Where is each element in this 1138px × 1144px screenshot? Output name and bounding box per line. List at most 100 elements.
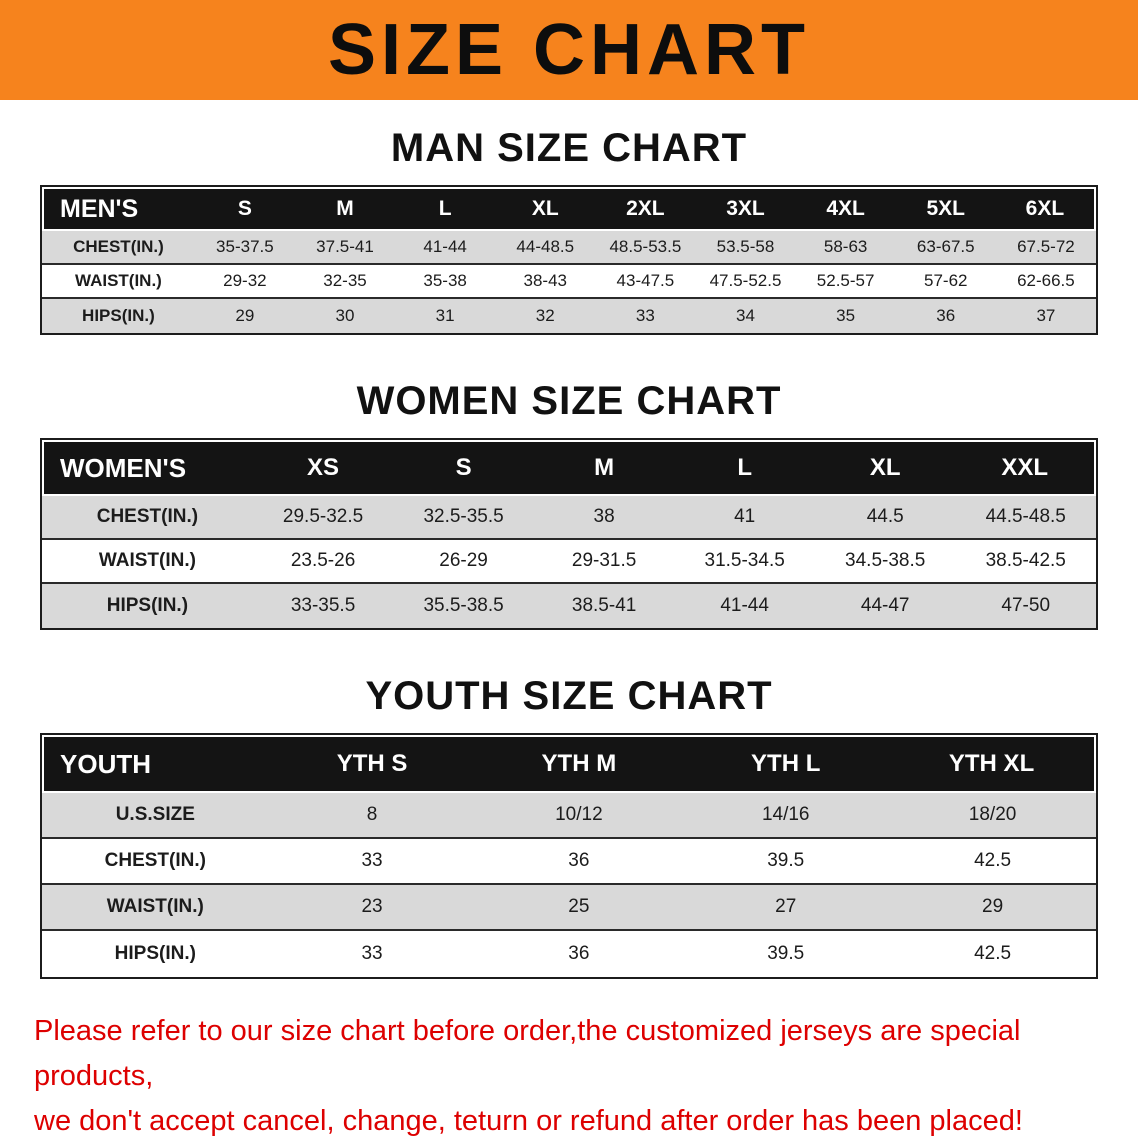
banner: SIZE CHART [0,0,1138,100]
row-label-cell: HIPS(IN.) [114,943,196,964]
size-value-cell: 33 [268,839,476,885]
men-section-heading: MAN SIZE CHART [390,126,748,170]
youth-section-heading: YOUTH SIZE CHART [365,674,773,718]
footer-line-2: we don't accept cancel, change, teturn o… [34,1104,1023,1137]
size-header-cell: XS [252,440,394,496]
table-row: CHEST(IN.) 29.5-32.5 32.5-35.5 38 41 44.5 44.5… [42,496,1096,540]
footer-note: Please refer to our size chart before or… [34,1009,1104,1144]
size-header-cell: XL [814,440,956,496]
table-title-cell: MEN'S [42,187,195,231]
size-value-cell: 57-62 [895,265,996,299]
size-value-cell: 47.5-52.5 [695,265,796,299]
size-value-cell: 35.5-38.5 [423,595,504,616]
youth-size-table: YOUTH YTH S YTH M YTH L YTH XL U.S.SIZE 8 10/12… [40,733,1098,979]
size-header-cell: M [533,440,675,496]
size-value-cell: 29 [235,306,255,325]
size-header-cell: 6XL [995,187,1096,231]
size-value-cell: 38 [533,496,675,540]
size-header-cell: 3XL [695,187,796,231]
size-value-cell: 25 [475,885,683,931]
size-value-cell: 32 [535,306,555,325]
size-header-cell: YTH XL [889,735,1096,793]
size-value-cell: 44-47 [860,595,910,616]
size-value-cell: 42.5 [974,943,1012,964]
size-value-cell: 10/12 [475,793,683,839]
table-title-cell: WOMEN'S [42,440,253,496]
size-value-cell: 38-43 [495,265,596,299]
size-value-cell: 33-35.5 [290,595,356,616]
size-value-cell: 8 [268,793,476,839]
size-value-cell: 41-44 [720,595,769,616]
size-value-cell: 41-44 [395,231,496,265]
table-header-row: WOMEN'S XS S M L XL XXL [42,440,1096,496]
table-row: HIPS(IN.) 33 36 39.5 42.5 [42,931,1096,977]
table-body: U.S.SIZE 8 10/12 14/16 18/20 CHEST(IN.) 33 36 39… [42,793,1096,977]
size-value-cell: 41 [674,496,815,540]
size-value-cell: 30 [335,306,355,325]
table-title-cell: YOUTH [42,735,269,793]
size-value-cell: 36 [475,839,683,885]
size-header-cell: 2XL [595,187,696,231]
size-header-cell: 5XL [895,187,996,231]
row-label-cell: WAIST(IN.) [42,540,253,584]
size-value-cell: 44.5-48.5 [955,496,1096,540]
size-header-cell: XXL [955,440,1096,496]
size-value-cell: 31.5-34.5 [674,540,815,584]
size-header-cell: L [395,187,496,231]
table-row: HIPS(IN.) 29 30 31 32 33 34 35 36 37 [42,299,1096,333]
size-value-cell: 48.5-53.5 [595,231,696,265]
row-label-cell: CHEST(IN.) [42,231,195,265]
size-value-cell: 38.5-42.5 [955,540,1096,584]
women-size-table: WOMEN'S XS S M L XL XXL CHEST(IN.) 29.5-32.5 32.5… [40,438,1098,630]
size-value-cell: 31 [435,306,455,325]
size-value-cell: 44-48.5 [495,231,596,265]
table-header-row: MEN'S S M L XL 2XL 3XL 4XL 5XL 6XL [42,187,1096,231]
row-label-cell: HIPS(IN.) [82,306,155,325]
table-header: MEN'S S M L XL 2XL 3XL 4XL 5XL 6XL [42,187,1096,231]
size-header-cell: XL [495,187,596,231]
size-value-cell: 35-38 [395,265,496,299]
size-value-cell: 37.5-41 [294,231,396,265]
size-value-cell: 36 [936,306,956,325]
table-row: CHEST(IN.) 33 36 39.5 42.5 [42,839,1096,885]
row-label-cell: CHEST(IN.) [42,839,269,885]
youth-size-section: YOUTH SIZE CHART YOUTH YTH S YTH M YTH L YTH… [0,674,1138,979]
size-value-cell: 29-32 [194,265,295,299]
row-label-cell: CHEST(IN.) [42,496,253,540]
size-value-cell: 62-66.5 [995,265,1096,299]
size-value-cell: 26-29 [393,540,534,584]
size-value-cell: 43-47.5 [595,265,696,299]
row-label-cell: HIPS(IN.) [106,595,189,616]
size-value-cell: 58-63 [795,231,896,265]
row-label-cell: WAIST(IN.) [42,885,269,931]
size-value-cell: 14/16 [682,793,890,839]
women-section-heading: WOMEN SIZE CHART [356,379,782,423]
size-header-cell: S [393,440,534,496]
size-value-cell: 35-37.5 [194,231,295,265]
size-value-cell: 47-50 [1001,595,1051,616]
footer-line-1: Please refer to our size chart before or… [34,1015,1021,1092]
size-value-cell: 39.5 [682,839,890,885]
size-value-cell: 32-35 [294,265,396,299]
table-row: WAIST(IN.) 23.5-26 26-29 29-31.5 31.5-34.5 34… [42,540,1096,584]
size-header-cell: YTH L [682,735,890,793]
men-size-table: MEN'S S M L XL 2XL 3XL 4XL 5XL 6XL CHEST(IN.) 35-37… [40,185,1098,335]
table-header: YOUTH YTH S YTH M YTH L YTH XL [42,735,1096,793]
size-value-cell: 34.5-38.5 [814,540,956,584]
size-value-cell: 38.5-41 [571,595,637,616]
size-value-cell: 18/20 [889,793,1096,839]
size-value-cell: 63-67.5 [895,231,996,265]
row-label-cell: U.S.SIZE [42,793,269,839]
size-value-cell: 29.5-32.5 [252,496,394,540]
size-value-cell: 29 [889,885,1096,931]
table-body: CHEST(IN.) 35-37.5 37.5-41 41-44 44-48.5 48.5… [42,231,1096,333]
size-value-cell: 67.5-72 [995,231,1096,265]
size-value-cell: 34 [736,306,755,325]
size-value-cell: 42.5 [889,839,1096,885]
size-value-cell: 39.5 [767,943,805,964]
table-header: WOMEN'S XS S M L XL XXL [42,440,1096,496]
size-header-cell: YTH M [475,735,683,793]
size-value-cell: 53.5-58 [695,231,796,265]
men-size-section: MAN SIZE CHART MEN'S S M L XL 2XL 3XL 4XL 5XL 6XL… [0,126,1138,335]
